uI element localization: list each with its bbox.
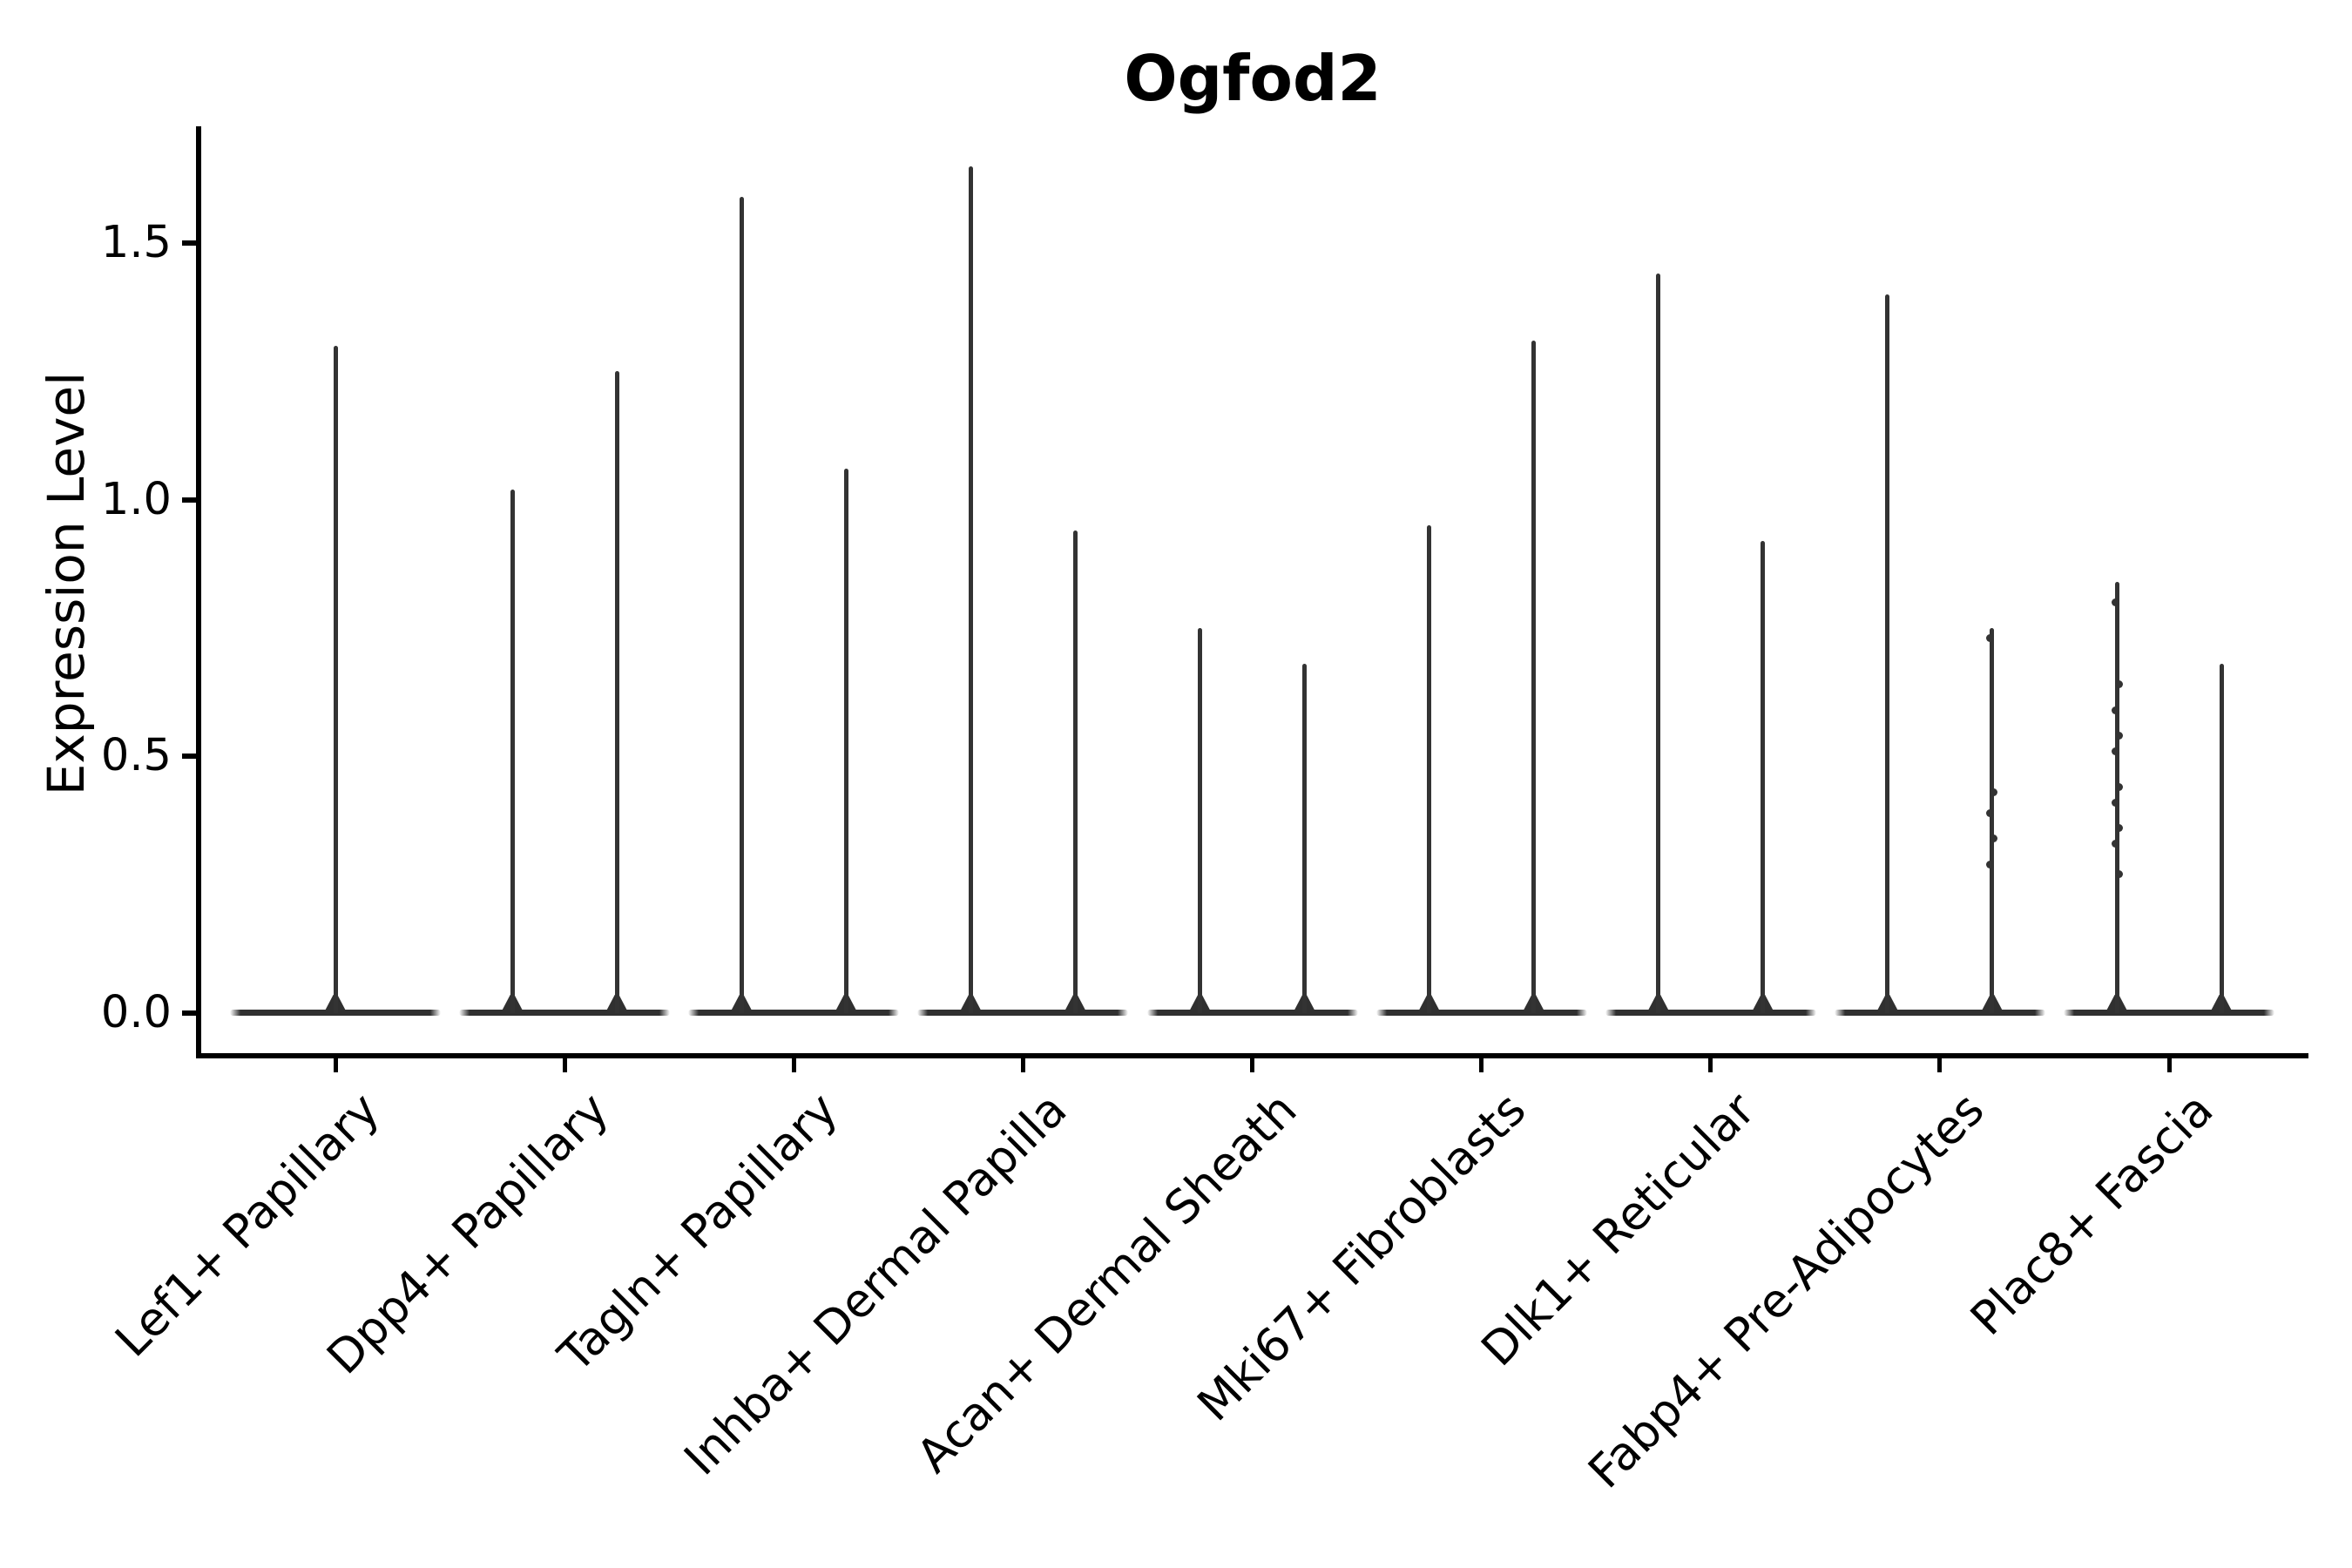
x-tick	[1479, 1058, 1484, 1072]
y-axis-spine	[196, 126, 201, 1058]
violin-spike	[739, 197, 744, 1013]
jitter-dot	[1986, 808, 1995, 817]
y-tick-label: 0.5	[100, 730, 172, 782]
chart-title: Ogfod2	[1124, 42, 1382, 115]
y-tick-label: 0.0	[100, 987, 172, 1038]
violin-spike	[2219, 664, 2224, 1013]
violin-base	[1605, 1010, 1816, 1016]
violin-spike	[1427, 525, 1432, 1013]
x-tick	[1937, 1058, 1943, 1072]
violin-base	[688, 1010, 900, 1016]
violin-base	[1375, 1010, 1587, 1016]
jitter-dot	[2114, 732, 2123, 740]
x-tick	[1250, 1058, 1254, 1072]
violin-spike	[2114, 582, 2119, 1013]
jitter-dot	[2111, 798, 2119, 807]
violin-spike	[1072, 531, 1078, 1013]
violin-spike	[333, 346, 338, 1013]
jitter-dot	[2111, 840, 2119, 848]
violin-spike	[1885, 294, 1890, 1013]
violin-spike	[614, 371, 619, 1013]
violin-base	[1146, 1010, 1358, 1016]
violin-base	[2064, 1010, 2274, 1016]
violin-spike	[1531, 341, 1537, 1013]
jitter-dot	[1986, 634, 1995, 643]
violin-spike	[1761, 541, 1766, 1013]
y-tick	[182, 497, 196, 503]
x-axis-spine	[196, 1053, 2308, 1058]
violin-base	[459, 1010, 671, 1016]
jitter-dot	[2114, 870, 2123, 879]
jitter-dot	[2114, 824, 2123, 833]
x-tick	[1020, 1058, 1025, 1072]
violin-spike	[1302, 664, 1307, 1013]
x-tick	[2166, 1058, 2172, 1072]
jitter-dot	[2111, 747, 2119, 755]
jitter-dot	[2111, 598, 2119, 607]
jitter-dot	[2114, 783, 2123, 792]
y-tick	[182, 1010, 196, 1016]
jitter-dot	[2114, 680, 2123, 689]
violin-spike	[843, 469, 848, 1013]
y-tick	[182, 240, 196, 247]
violin-spike	[1656, 274, 1661, 1013]
x-tick	[562, 1058, 567, 1072]
jitter-dot	[2111, 706, 2119, 714]
x-tick	[1708, 1058, 1713, 1072]
jitter-dot	[1990, 835, 1998, 843]
y-tick	[182, 754, 196, 760]
jitter-dot	[1986, 860, 1995, 868]
y-tick-label: 1.5	[100, 217, 172, 269]
violin-spike	[968, 166, 973, 1013]
violin-spike	[1198, 628, 1202, 1013]
y-axis-label: Expression Level	[37, 371, 96, 796]
violin-spike	[1990, 628, 1995, 1013]
y-tick-label: 1.0	[100, 473, 172, 525]
x-tick	[333, 1058, 338, 1072]
violin-base	[1834, 1010, 2045, 1016]
x-tick	[791, 1058, 796, 1072]
violin-base	[917, 1010, 1129, 1016]
jitter-dot	[1990, 788, 1998, 797]
violin-spike	[510, 490, 515, 1013]
